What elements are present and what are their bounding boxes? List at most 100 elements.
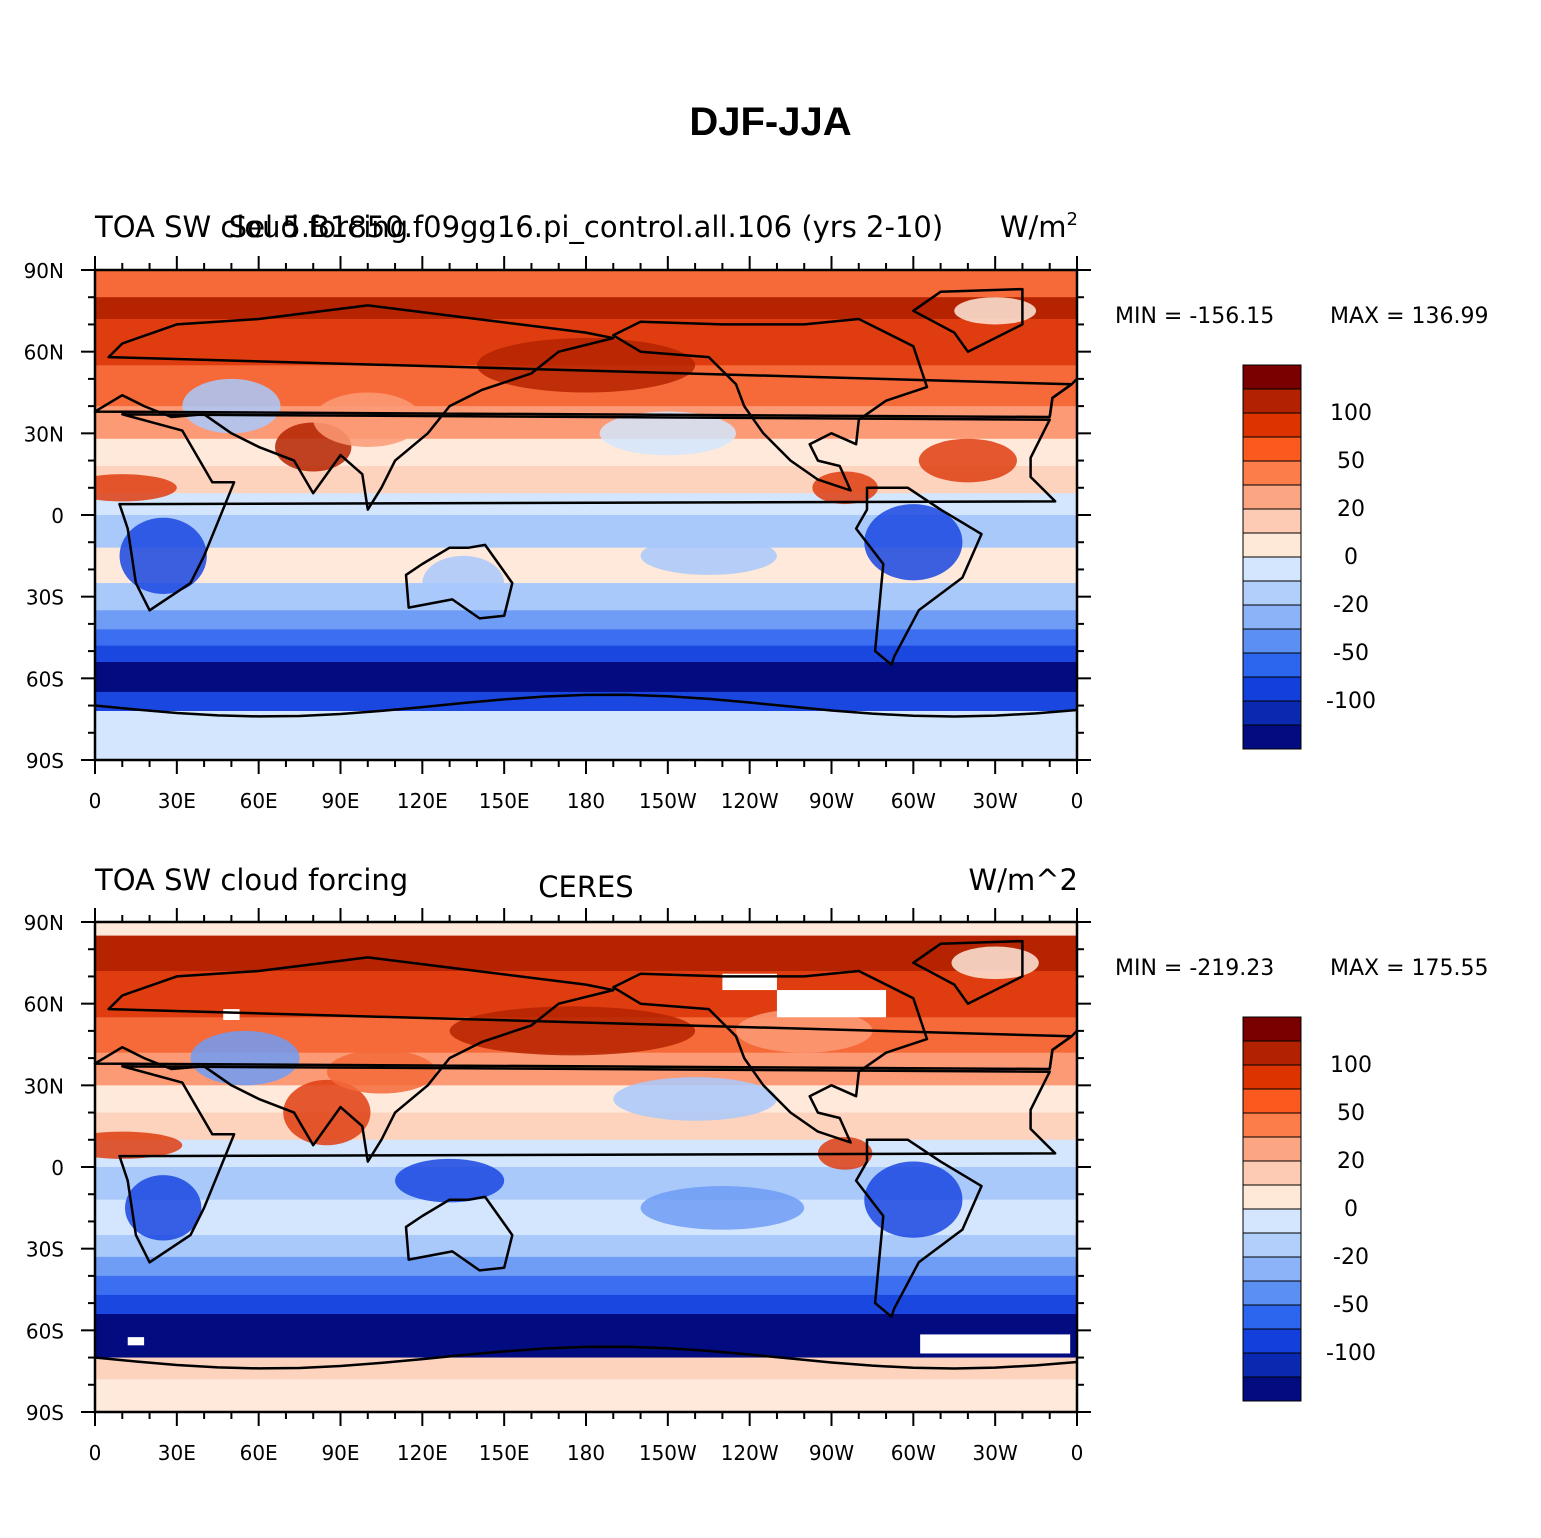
- colorbar-label: 50: [1337, 1101, 1365, 1126]
- lon-label: 120E: [397, 789, 448, 813]
- coastline: [118, 413, 1057, 612]
- center-title: CERES: [538, 870, 633, 904]
- coastline: [404, 1195, 514, 1272]
- lon-label: 30E: [158, 1441, 196, 1465]
- coastline: [912, 939, 1024, 1005]
- figure-title: DJF-JJA: [689, 100, 852, 144]
- axis-ticks: [81, 256, 1091, 774]
- field-band: [95, 610, 1077, 630]
- units-label: W/m^2: [969, 863, 1078, 897]
- colorbar-swatch: [1242, 1088, 1302, 1114]
- lat-label: 90S: [26, 1401, 64, 1425]
- colorbar-swatch: [1242, 676, 1302, 702]
- lon-label: 0: [89, 1441, 102, 1465]
- max-label: MAX = 136.99: [1330, 304, 1489, 329]
- colorbar-label: 20: [1337, 497, 1365, 522]
- colorbar-swatch: [1242, 1160, 1302, 1186]
- field-band: [95, 662, 1077, 693]
- field-band: [95, 270, 1077, 298]
- field-anomaly: [95, 1131, 183, 1159]
- colorbar-swatch: [1242, 1064, 1302, 1090]
- field-anomaly: [119, 517, 207, 594]
- field-band: [95, 935, 1077, 972]
- missing-data-patch: [722, 973, 777, 991]
- field-band: [95, 1294, 1077, 1315]
- coastline: [854, 1138, 983, 1318]
- lat-label: 30N: [24, 422, 64, 446]
- colorbar-label: 0: [1344, 545, 1358, 570]
- colorbar-swatch: [1242, 388, 1302, 414]
- field-band: [95, 691, 1077, 712]
- field-anomaly: [182, 378, 281, 434]
- colorbar-swatch: [1242, 628, 1302, 654]
- lon-label: 60W: [891, 1441, 936, 1465]
- lon-label: 60E: [240, 789, 278, 813]
- left-title: TOA SW cloud forcing: [94, 210, 408, 244]
- field-band: [95, 1379, 1077, 1412]
- lon-label: 180: [567, 1441, 605, 1465]
- obs-panel: TOA SW cloud forcing CERES W/m^2 90N 60N 3…: [24, 863, 1489, 1465]
- coastline: [612, 317, 929, 492]
- model-panel: TOA SW cloud forcing Sel 5.B1850.f09gg16…: [24, 209, 1489, 813]
- lat-axis-labels: 90N 60N 30N 0 30S 60S 90S: [24, 259, 64, 773]
- field-anomaly: [736, 1009, 873, 1053]
- field-anomaly: [476, 338, 696, 393]
- colorbar-label: -20: [1333, 593, 1369, 618]
- missing-data-patch: [776, 990, 887, 1018]
- colorbar-label: -20: [1333, 1245, 1369, 1270]
- field-band: [95, 1112, 1077, 1141]
- coastline: [1048, 378, 1078, 418]
- colorbar-label: 100: [1330, 1053, 1372, 1078]
- missing-data-patch: [920, 1334, 1071, 1354]
- left-title: TOA SW cloud forcing: [94, 863, 408, 897]
- coastline: [93, 304, 1073, 511]
- colorbar-swatch: [1242, 1280, 1302, 1306]
- field-anomaly: [954, 297, 1037, 325]
- coastline: [612, 969, 929, 1144]
- coastline: [854, 486, 983, 666]
- lon-label: 150E: [479, 1441, 530, 1465]
- lon-label: 0: [1071, 1441, 1084, 1465]
- colorbar-swatch: [1242, 1112, 1302, 1138]
- field-band: [95, 438, 1077, 467]
- colorbar-swatch: [1242, 460, 1302, 486]
- lat-label: 0: [51, 504, 64, 528]
- coastline: [912, 287, 1024, 353]
- colorbar-label: 0: [1344, 1197, 1358, 1222]
- colorbar-swatch: [1242, 412, 1302, 438]
- colorbar-swatch: [1242, 1184, 1302, 1210]
- field-anomaly: [395, 1158, 505, 1203]
- center-title: Sel 5.B1850.f09gg16.pi_control.all.106 (…: [229, 210, 943, 244]
- lon-label: 60W: [891, 789, 936, 813]
- colorbar-swatch: [1242, 1232, 1302, 1258]
- lon-label: 120W: [721, 1441, 779, 1465]
- lat-label: 0: [51, 1156, 64, 1180]
- field-anomaly: [640, 1186, 805, 1230]
- colorbar-label: 50: [1337, 449, 1365, 474]
- lat-label: 60S: [26, 667, 64, 691]
- lat-label: 30N: [24, 1074, 64, 1098]
- lon-axis-labels: 0 30E 60E 90E 120E 150E 180 150W 120W 90W 60W 30W 0: [89, 789, 1084, 813]
- coastline: [404, 543, 514, 620]
- coastlines: [93, 287, 1078, 718]
- colorbar-swatch: [1242, 484, 1302, 510]
- field-band: [95, 583, 1077, 611]
- lon-label: 90E: [321, 1441, 359, 1465]
- min-label: MIN = -156.15: [1115, 304, 1274, 329]
- lon-label: 150W: [639, 1441, 697, 1465]
- field-band: [95, 1256, 1077, 1277]
- lat-label: 60S: [26, 1319, 64, 1343]
- lon-label: 30W: [973, 789, 1018, 813]
- field-band: [95, 629, 1077, 647]
- colorbar-swatch: [1242, 652, 1302, 678]
- max-label: MAX = 175.55: [1330, 956, 1489, 981]
- lon-label: 30E: [158, 789, 196, 813]
- lon-label: 120W: [721, 789, 779, 813]
- field-anomaly: [422, 555, 505, 611]
- lat-label: 30S: [26, 586, 64, 610]
- colorbar-swatch: [1242, 1040, 1302, 1066]
- colorbar-swatch: [1242, 364, 1302, 390]
- coastline: [93, 956, 1073, 1163]
- lat-label: 90N: [24, 911, 64, 935]
- colorbar: 100 50 20 0 -20 -50 -100: [1242, 364, 1376, 750]
